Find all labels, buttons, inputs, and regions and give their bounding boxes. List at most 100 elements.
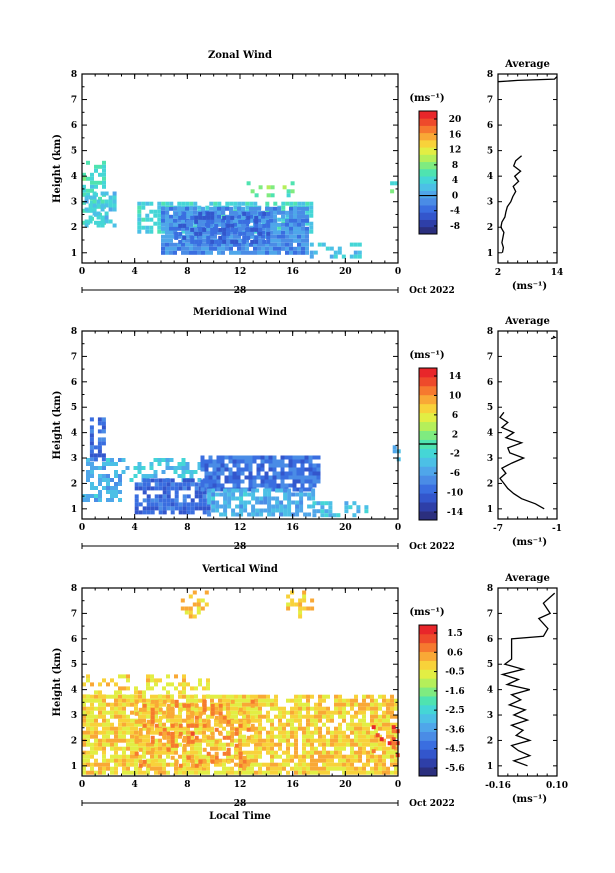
heatmap-cell — [146, 494, 151, 499]
heatmap-cell — [208, 459, 213, 464]
heatmap-cell — [130, 694, 134, 699]
heatmap-cell — [302, 694, 306, 699]
heatmap-cell — [238, 734, 242, 739]
heatmap-cell — [378, 714, 382, 719]
heatmap-cell — [334, 734, 338, 739]
heatmap-cell — [90, 702, 94, 707]
heatmap-cell — [192, 590, 197, 595]
heatmap-cell — [206, 686, 210, 691]
y-tick-label: 4 — [71, 429, 77, 439]
heatmap-cell — [222, 762, 226, 767]
heatmap-cell — [390, 706, 394, 711]
heatmap-cell — [177, 218, 181, 223]
heatmap-cell — [110, 498, 114, 502]
heatmap-cell — [309, 242, 314, 247]
heatmap-cell — [82, 758, 86, 763]
heatmap-cell — [106, 482, 110, 486]
heatmap-cell — [237, 210, 241, 215]
heatmap-cell — [273, 222, 277, 227]
heatmap-cell — [181, 229, 186, 234]
heatmap-cell — [281, 226, 285, 231]
heatmap-cell — [102, 722, 106, 727]
heatmap-cell — [274, 770, 278, 775]
heatmap-cell — [293, 222, 297, 227]
heatmap-cell — [370, 722, 374, 727]
average-title: Average — [504, 59, 550, 70]
heatmap-cell — [234, 714, 238, 719]
heatmap-cell — [146, 770, 150, 775]
heatmap-cell — [234, 702, 238, 707]
heatmap-cell — [222, 694, 226, 699]
heatmap-cell — [294, 706, 298, 711]
heatmap-cell — [269, 214, 273, 219]
heatmap-cell — [134, 706, 138, 711]
heatmap-cell — [289, 210, 293, 215]
heatmap-cell — [158, 754, 162, 759]
heatmap-cell — [366, 734, 370, 739]
heatmap-cell — [298, 598, 303, 603]
heatmap-cell — [182, 682, 186, 687]
heatmap-cell — [166, 506, 171, 511]
heatmap-cell — [227, 496, 232, 501]
heatmap-cell — [247, 492, 252, 497]
heatmap-cell — [134, 494, 139, 499]
heatmap-cell — [362, 742, 366, 747]
heatmap-cell — [270, 770, 274, 775]
heatmap-cell — [374, 730, 378, 735]
heatmap-cell — [138, 694, 142, 699]
heatmap-cell — [242, 750, 246, 755]
heatmap-cell — [197, 222, 201, 227]
heatmap-cell — [181, 206, 185, 211]
heatmap-cell — [321, 242, 326, 247]
heatmap-cell — [289, 214, 293, 219]
heatmap-cell — [190, 718, 194, 723]
heatmap-cell — [198, 490, 203, 495]
heatmap-cell — [165, 234, 169, 239]
heatmap-cell — [326, 706, 330, 711]
heatmap-cell — [226, 722, 230, 727]
heatmap-cell — [130, 710, 134, 715]
heatmap-cell — [223, 508, 228, 513]
avg-x-tick-label: -1 — [552, 524, 562, 534]
heatmap-cell — [178, 714, 182, 719]
heatmap-cell — [238, 726, 242, 731]
heatmap-cell — [153, 221, 158, 226]
heatmap-cell — [200, 479, 205, 484]
heatmap-cell — [98, 694, 102, 699]
heatmap-cell — [310, 694, 314, 699]
heatmap-cell — [350, 742, 354, 747]
heatmap-cell — [154, 703, 159, 708]
heatmap-cell — [225, 201, 230, 206]
heatmap-cell — [150, 762, 154, 767]
heatmap-cell — [390, 189, 395, 194]
heatmap-cell — [306, 770, 310, 775]
heatmap-cell — [114, 734, 118, 739]
heatmap-cell — [302, 762, 306, 767]
heatmap-cell — [240, 459, 245, 464]
heatmap-cell — [200, 459, 205, 464]
heatmap-cell — [118, 726, 122, 731]
heatmap-cell — [222, 698, 226, 703]
heatmap-cell — [266, 766, 270, 771]
heatmap-cell — [277, 242, 281, 247]
heatmap-cell — [82, 188, 86, 193]
heatmap-cell — [142, 726, 146, 731]
heatmap-cell — [166, 490, 171, 495]
heatmap-cell — [141, 466, 146, 470]
heatmap-cell — [186, 730, 190, 735]
heatmap-cell — [142, 723, 147, 728]
heatmap-cell — [300, 459, 305, 464]
heatmap-cell — [250, 694, 254, 699]
heatmap-cell — [258, 770, 262, 775]
heatmap-cell — [101, 437, 106, 442]
avg-y-tick-label: 7 — [487, 609, 493, 619]
heatmap-cell — [226, 770, 230, 775]
heatmap-cell — [358, 750, 362, 755]
heatmap-cell — [238, 755, 243, 760]
heatmap-cell — [217, 214, 221, 219]
heatmap-cell — [82, 710, 86, 715]
heatmap-cell — [158, 478, 163, 483]
heatmap-cell — [226, 751, 231, 756]
heatmap-cell — [270, 750, 274, 755]
heatmap-cell — [294, 742, 298, 747]
